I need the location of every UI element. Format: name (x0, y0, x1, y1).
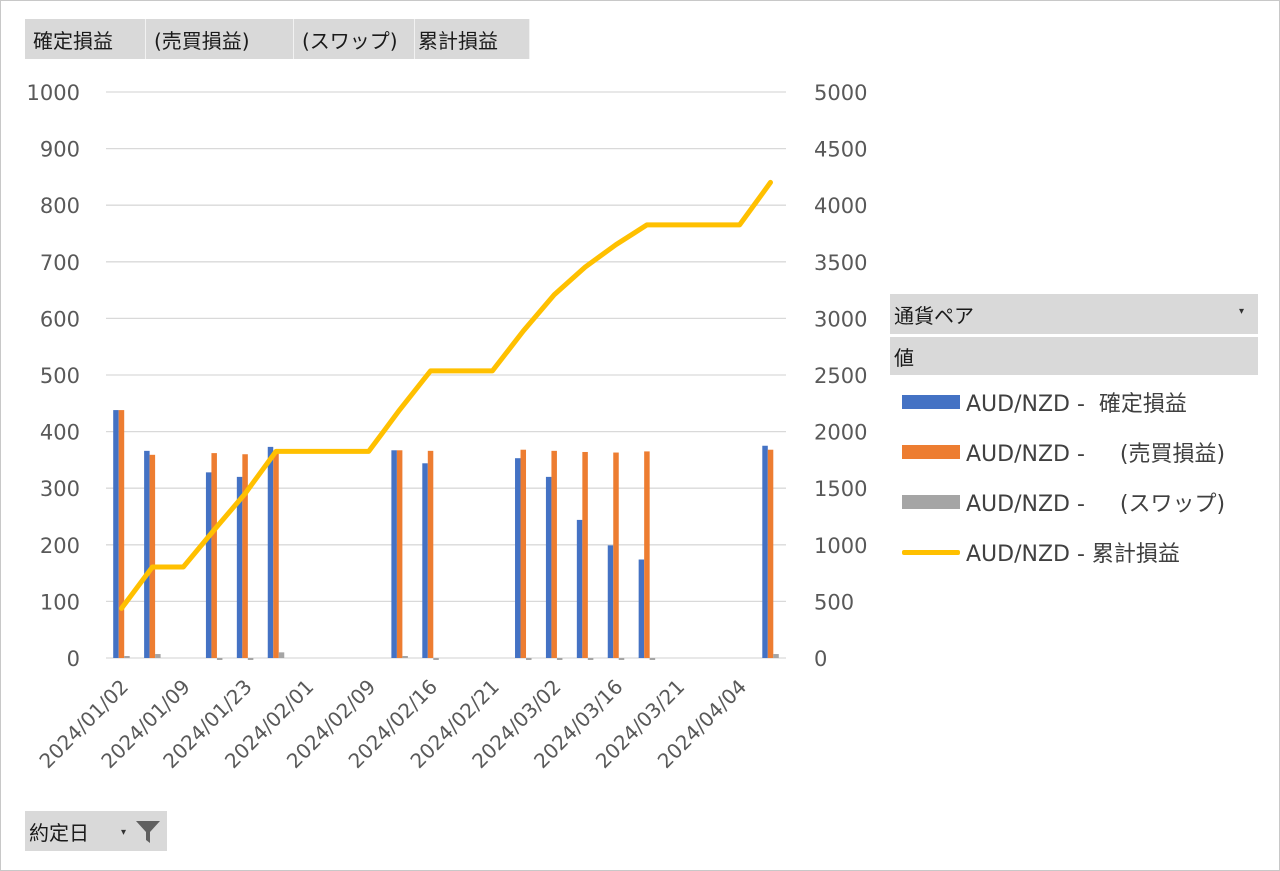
filter-label: 約定日 (29, 820, 89, 845)
bar-swap (649, 658, 656, 660)
gridlines (106, 91, 786, 659)
line-ruikei (119, 179, 773, 611)
legend-values-label: 値 (894, 345, 914, 370)
y-right-tick-label: 4500 (814, 138, 867, 162)
bar-swap (587, 658, 594, 660)
bar-baibai (396, 450, 403, 658)
bar-kakutei (422, 463, 428, 658)
bar-kakutei (113, 410, 119, 658)
y-right-tick-label: 1500 (814, 477, 867, 501)
y-left-tick-label: 200 (40, 534, 80, 558)
y-left-tick-label: 300 (40, 477, 80, 501)
legend-values-header: 値 (890, 337, 1258, 375)
bar-kakutei (144, 450, 150, 658)
bar-swap (247, 658, 254, 660)
y-left-tick-label: 900 (40, 138, 80, 162)
legend-swatch (902, 395, 960, 409)
cumulative-line (119, 179, 773, 611)
y-right-tick-label: 500 (814, 590, 854, 614)
legend-item-baibai: AUD/NZD - (売買損益) (902, 437, 1225, 467)
bar-baibai (211, 453, 217, 658)
bar-baibai (767, 449, 774, 658)
bar-swap (526, 658, 532, 660)
bar-baibai (427, 450, 434, 658)
bar-kakutei (515, 458, 521, 658)
x-axis-labels: 2024/01/022024/01/092024/01/232024/02/01… (35, 675, 752, 773)
y-left-tick-label: 600 (40, 307, 80, 331)
field-button-swap[interactable]: (スワップ) (294, 19, 415, 59)
legend-label: AUD/NZD - (売買損益) (966, 442, 1226, 467)
y-left-tick-label: 100 (40, 590, 80, 614)
bar-swap (155, 654, 161, 658)
legend-item-ruikei: AUD/NZD - 累計損益 (902, 537, 1180, 567)
field-button-ruikei[interactable]: 累計損益 (415, 19, 530, 59)
bar-kakutei (762, 445, 768, 658)
legend-swatch (902, 445, 960, 459)
bar-kakutei (391, 450, 397, 658)
bar-baibai (644, 451, 650, 658)
y-right-tick-label: 2000 (814, 421, 867, 445)
y-right-tick-label: 0 (814, 647, 827, 671)
bar-swap (556, 658, 563, 660)
filter-funnel-icon (136, 821, 160, 843)
legend-label: AUD/NZD - 確定損益 (966, 392, 1187, 417)
bar-kakutei (236, 476, 243, 658)
y-left-tick-label: 500 (40, 364, 80, 388)
bar-baibai (582, 451, 588, 658)
legend-label: AUD/NZD - 累計損益 (966, 542, 1180, 567)
y-right-tick-label: 1000 (814, 534, 867, 558)
bar-swap (402, 656, 408, 658)
bar-kakutei (545, 476, 552, 658)
filter-trade-date[interactable]: 約定日 ▾ (25, 811, 167, 851)
y-left-tick-label: 700 (40, 251, 80, 275)
legend-swatch (902, 495, 960, 509)
bar-baibai (149, 454, 156, 658)
bar-kakutei (607, 545, 614, 658)
legend-swatch (902, 549, 960, 555)
y-left-tick-label: 800 (40, 194, 80, 218)
field-button-kakutei[interactable]: 確定損益 (25, 19, 146, 59)
dropdown-icon[interactable]: ▾ (121, 827, 127, 838)
bar-baibai (551, 450, 557, 658)
y-right-tick-label: 4000 (814, 194, 867, 218)
legend-field-currency-pair[interactable]: 通貨ペア ▾ (890, 294, 1258, 334)
bar-swap (773, 654, 779, 658)
bar-swap (433, 658, 439, 660)
y-left-tick-label: 400 (40, 421, 80, 445)
legend-item-swap: AUD/NZD - (スワップ) (902, 487, 1225, 517)
legend-header-label: 通貨ペア (894, 303, 974, 328)
bar-kakutei (638, 559, 645, 658)
field-button-baibai[interactable]: (売買損益) (146, 19, 294, 59)
dropdown-icon[interactable]: ▾ (1238, 306, 1244, 317)
y-right-tick-label: 3000 (814, 307, 867, 331)
bar-baibai (242, 454, 248, 658)
bar-kakutei (576, 519, 583, 658)
bar-baibai (273, 452, 279, 658)
bar-baibai (613, 452, 619, 658)
bar-kakutei (205, 472, 212, 658)
y-right-tick-label: 5000 (814, 81, 867, 105)
bar-baibai (118, 410, 125, 658)
legend-label: AUD/NZD - (スワップ) (966, 492, 1226, 517)
bar-swap (618, 658, 625, 660)
y-left-tick-label: 0 (67, 647, 80, 671)
bar-swap (216, 658, 223, 660)
legend-item-kakutei: AUD/NZD - 確定損益 (902, 387, 1187, 417)
bar-swap (278, 652, 285, 658)
bar-swap (124, 656, 130, 658)
bar-baibai (520, 449, 527, 658)
bars (113, 410, 779, 660)
y-left-tick-label: 1000 (27, 81, 80, 105)
y-right-tick-label: 2500 (814, 364, 867, 388)
y-axis-left: 0 100 200 300 400 500 600 700 800 900 1000 (27, 81, 80, 671)
y-axis-right: 0 500 1000 1500 2000 2500 3000 3500 4000 4500 5000 (814, 81, 867, 671)
y-right-tick-label: 3500 (814, 251, 867, 275)
bar-kakutei (267, 446, 274, 658)
